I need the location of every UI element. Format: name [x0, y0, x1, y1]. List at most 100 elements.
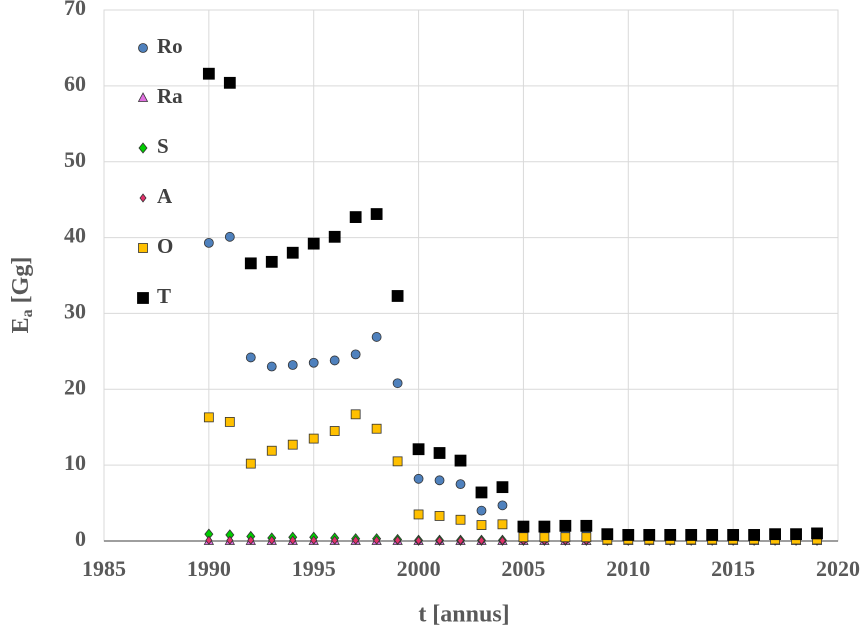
point — [518, 532, 529, 543]
point — [370, 208, 383, 220]
y-label-sub: a — [19, 309, 36, 317]
point — [308, 357, 319, 368]
point — [475, 486, 488, 499]
y-tick-label: 20 — [64, 374, 86, 399]
x-tick-label: 1985 — [82, 556, 126, 581]
x-tick-label: 2020 — [816, 556, 860, 581]
point — [454, 454, 467, 467]
point — [331, 535, 339, 545]
point — [413, 509, 424, 520]
y-tick-label: 10 — [64, 450, 86, 475]
y-tick-label: 30 — [64, 298, 86, 323]
point — [664, 529, 677, 541]
y-label-main: E — [8, 317, 34, 333]
point — [434, 475, 445, 486]
point — [265, 255, 278, 268]
point — [433, 447, 446, 459]
legend-label: S — [157, 134, 169, 158]
point — [349, 211, 362, 223]
point — [266, 361, 277, 372]
point — [559, 519, 572, 532]
point — [581, 532, 592, 543]
point — [498, 535, 506, 546]
point — [560, 532, 571, 543]
point — [497, 500, 508, 511]
legend-label: Ra — [157, 84, 183, 108]
legend-label: A — [157, 184, 173, 208]
point — [622, 529, 635, 541]
point — [328, 230, 341, 243]
point — [203, 412, 214, 423]
point — [811, 527, 823, 540]
plot-frame — [103, 9, 839, 542]
point — [434, 511, 445, 521]
point — [373, 535, 381, 545]
point — [371, 423, 382, 434]
point — [247, 535, 255, 545]
point — [476, 505, 487, 516]
point — [415, 535, 423, 546]
point — [268, 535, 276, 545]
legend-marker — [138, 142, 148, 154]
point — [436, 535, 444, 546]
point — [392, 456, 403, 467]
point — [203, 237, 214, 248]
point — [392, 378, 403, 389]
y-label-unit: [Gg] — [8, 257, 34, 310]
point — [538, 520, 551, 533]
legend-marker — [137, 292, 149, 304]
point — [308, 433, 319, 444]
point — [245, 352, 256, 363]
y-tick-label: 70 — [64, 0, 86, 20]
point — [455, 514, 466, 525]
point — [350, 349, 361, 360]
point — [748, 529, 761, 541]
point — [287, 439, 298, 450]
y-tick-label: 60 — [64, 71, 86, 96]
point — [224, 231, 235, 242]
point — [202, 67, 215, 80]
point — [476, 520, 487, 530]
point — [580, 519, 593, 532]
y-tick-label: 50 — [64, 147, 86, 172]
point — [601, 528, 614, 541]
x-tick-label: 1995 — [292, 556, 336, 581]
point — [790, 528, 802, 541]
point — [287, 360, 298, 370]
point — [286, 246, 299, 259]
x-tick-label: 2015 — [711, 556, 755, 581]
x-tick-label: 2010 — [606, 556, 650, 581]
point — [371, 332, 382, 342]
point — [205, 535, 213, 545]
y-axis-label: Ea [Gg] — [8, 257, 36, 334]
point — [455, 479, 466, 490]
point — [394, 535, 402, 545]
point — [350, 409, 361, 420]
point — [727, 529, 740, 541]
point — [477, 535, 485, 546]
point — [352, 535, 360, 545]
point — [245, 458, 256, 469]
legend-label: T — [157, 284, 171, 308]
point — [706, 529, 719, 541]
point — [517, 520, 530, 533]
legend-marker — [137, 92, 149, 102]
legend-marker — [138, 243, 148, 253]
legend-marker — [138, 43, 148, 53]
point — [457, 535, 465, 546]
point — [289, 535, 297, 545]
legend-label: Ro — [157, 34, 183, 58]
point — [307, 237, 320, 250]
point — [329, 426, 340, 436]
legend-label: O — [157, 234, 173, 258]
point — [244, 257, 257, 270]
x-tick-label: 2000 — [397, 556, 441, 581]
x-axis-label: t [annus] — [418, 602, 509, 628]
x-tick-label: 2005 — [501, 556, 545, 581]
point — [329, 355, 340, 366]
point — [223, 76, 236, 89]
point — [391, 290, 404, 302]
point — [539, 532, 550, 543]
point — [413, 473, 424, 484]
